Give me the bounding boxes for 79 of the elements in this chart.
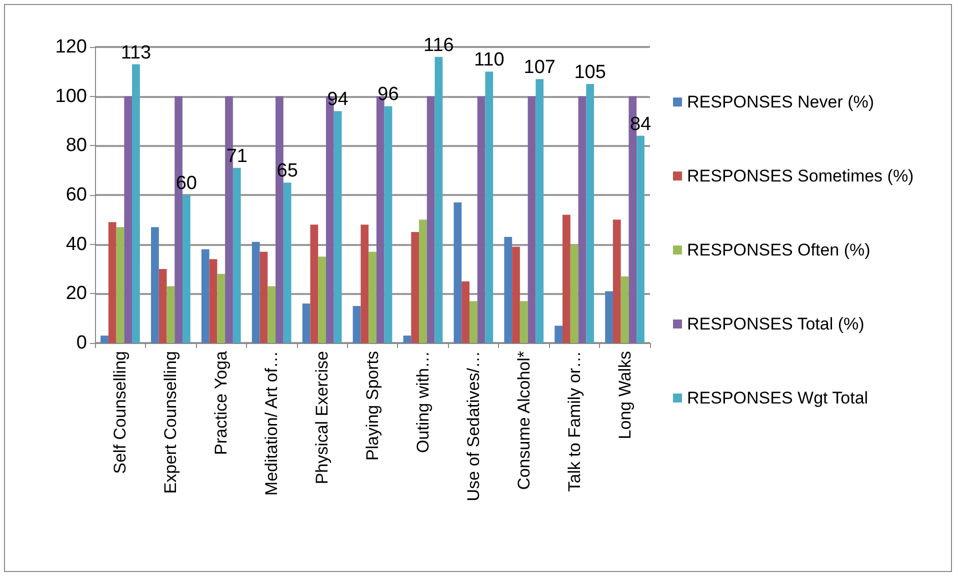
bar — [352, 306, 361, 343]
bar — [201, 249, 210, 343]
bar — [578, 96, 586, 343]
bar — [310, 224, 318, 343]
bar — [232, 168, 241, 343]
bar — [636, 136, 644, 343]
data-label: 96 — [378, 84, 399, 106]
bar — [562, 214, 570, 343]
bar — [528, 96, 536, 343]
bar — [612, 220, 621, 343]
x-tick-label: Physical Exercise — [312, 351, 332, 484]
bar — [605, 291, 613, 343]
y-tick-label: 0 — [76, 332, 87, 354]
x-tick-label: Self Counselling — [110, 351, 130, 474]
y-tick-label: 80 — [66, 135, 87, 156]
bar — [252, 242, 260, 343]
data-label: 107 — [524, 57, 556, 78]
bar — [368, 252, 376, 343]
bar — [469, 301, 478, 343]
bar — [454, 202, 462, 343]
bar — [182, 195, 190, 343]
bar — [318, 256, 326, 343]
bar — [586, 84, 594, 343]
bar — [166, 286, 175, 343]
y-tick-label: 120 — [55, 36, 87, 58]
y-tick-label: 40 — [66, 234, 87, 255]
bar — [217, 274, 226, 343]
bar — [360, 224, 369, 343]
bar — [209, 259, 218, 343]
x-tick-label: Use of Sedatives/… — [464, 351, 483, 502]
x-tick-label: Playing Sports — [363, 351, 382, 461]
bar — [283, 182, 292, 343]
bar — [334, 111, 342, 343]
legend-label: RESPONSES Often (%) — [687, 240, 870, 260]
bar — [570, 244, 578, 343]
bar — [485, 72, 494, 343]
bar — [554, 326, 563, 343]
legend-label: RESPONSES Total (%) — [687, 314, 864, 334]
x-tick-label: Long Walks — [615, 351, 634, 440]
bar — [426, 96, 435, 343]
x-tick-label: Talk to Family or… — [564, 351, 584, 492]
x-tick-label: Outing with… — [413, 351, 432, 454]
data-label: 113 — [120, 42, 152, 64]
x-tick-label: Practice Yoga — [212, 350, 231, 455]
data-label: 116 — [424, 34, 454, 56]
y-tick-label: 60 — [66, 184, 87, 206]
bar — [158, 269, 167, 343]
data-label: 94 — [327, 89, 349, 110]
bar — [620, 276, 629, 343]
y-tick-label: 100 — [55, 86, 87, 107]
x-tick-label: Meditation/ Art of… — [262, 351, 282, 496]
bar — [132, 64, 140, 343]
bar — [462, 281, 470, 343]
bar — [419, 220, 427, 343]
legend-label: RESPONSES Wgt Total — [687, 388, 868, 408]
bar — [108, 222, 116, 343]
x-tick-label: Expert Counselling — [161, 351, 180, 494]
x-tick-label: Consume Alcohol* — [514, 350, 534, 490]
bar — [434, 56, 443, 343]
bar — [100, 336, 108, 343]
bar — [151, 227, 159, 343]
bar — [512, 246, 520, 343]
bar — [384, 106, 392, 343]
data-label: 110 — [474, 50, 504, 71]
bar — [260, 252, 268, 343]
legend-label: RESPONSES Sometimes (%) — [687, 166, 914, 186]
bar — [268, 286, 276, 343]
bar — [411, 232, 420, 343]
bar — [124, 96, 132, 343]
bar — [477, 96, 486, 343]
bar — [403, 336, 412, 343]
data-label: 105 — [574, 62, 606, 83]
bar — [536, 79, 544, 343]
bar — [302, 304, 310, 343]
y-tick-label: 20 — [66, 283, 87, 304]
bar — [520, 301, 528, 343]
legend-label: RESPONSES Never (%) — [687, 92, 874, 112]
bar — [116, 227, 124, 343]
bar — [504, 236, 512, 343]
